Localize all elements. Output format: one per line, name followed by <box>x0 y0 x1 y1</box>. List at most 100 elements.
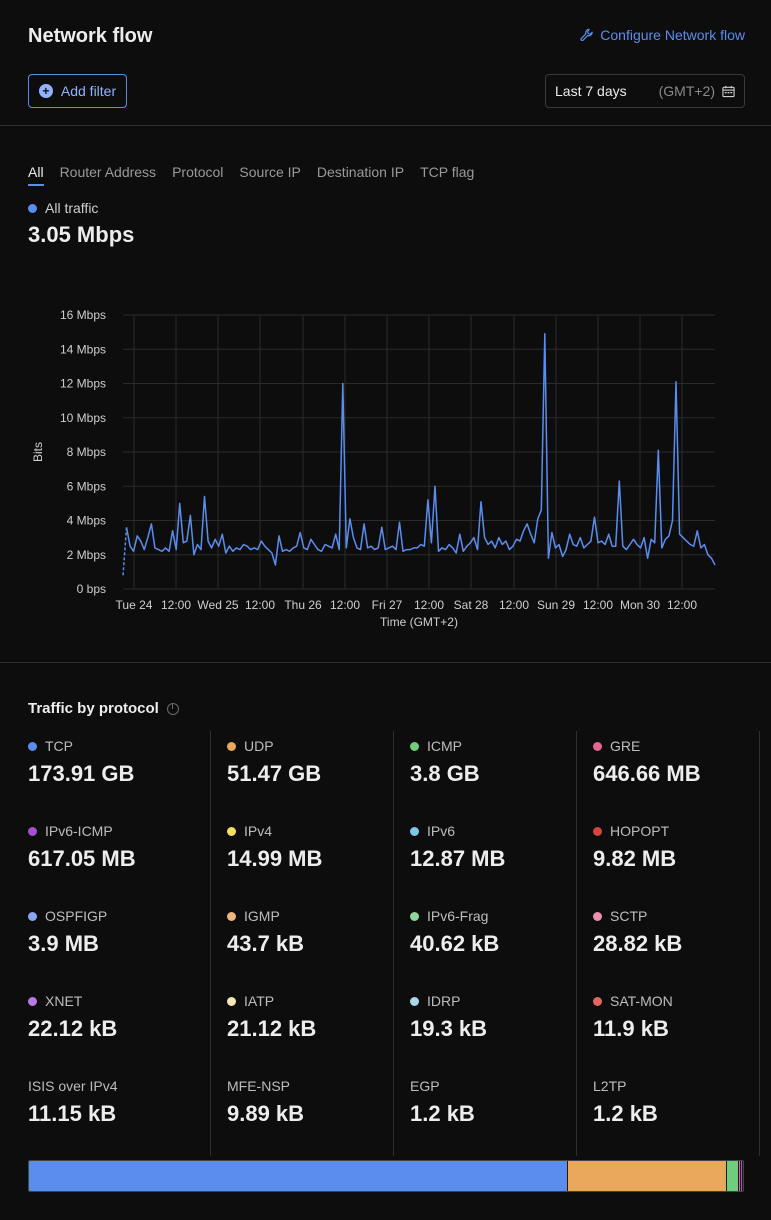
plus-circle-icon: + <box>38 84 53 98</box>
protocol-stat: IPv4 14.99 MB <box>211 816 394 901</box>
protocol-color-dot <box>28 911 37 921</box>
y-tick-label: 8 Mbps <box>67 445 106 459</box>
protocol-label: ICMP <box>410 738 576 754</box>
protocol-name: L2TP <box>593 1078 627 1094</box>
section-title-label: Traffic by protocol <box>28 700 159 717</box>
date-range-picker[interactable]: Last 7 days (GMT+2) <box>545 74 745 108</box>
calendar-icon <box>722 85 735 97</box>
protocol-label: HOPOPT <box>593 823 759 839</box>
protocol-color-dot <box>227 741 236 751</box>
protocol-share-segment[interactable] <box>727 1161 739 1191</box>
add-filter-button[interactable]: + Add filter <box>28 74 127 108</box>
protocol-stat: IPv6-ICMP 617.05 MB <box>28 816 211 901</box>
configure-network-flow-link[interactable]: Configure Network flow <box>580 27 745 43</box>
protocol-label: SCTP <box>593 908 759 924</box>
protocol-label: IPv6 <box>410 823 576 839</box>
x-tick-label: Wed 25 <box>197 598 238 612</box>
protocol-share-segment[interactable] <box>568 1161 728 1191</box>
protocol-color-dot <box>410 911 419 921</box>
protocol-label: IATP <box>227 993 393 1009</box>
protocol-value: 1.2 kB <box>410 1101 475 1126</box>
protocol-stat: SAT-MON 11.9 kB <box>577 986 760 1071</box>
protocol-name: ICMP <box>427 738 462 754</box>
tab-protocol[interactable]: Protocol <box>172 164 224 180</box>
protocol-color-dot <box>28 996 37 1006</box>
tab-router-address[interactable]: Router Address <box>59 164 157 180</box>
y-tick-label: 0 bps <box>77 582 106 596</box>
protocol-stat: XNET 22.12 kB <box>28 986 211 1071</box>
traffic-series-line <box>125 333 716 566</box>
protocol-stat: MFE-NSP 9.89 kB <box>211 1071 394 1156</box>
x-tick-label: 12:00 <box>330 598 360 612</box>
protocol-value: 646.66 MB <box>593 761 701 786</box>
protocol-color-dot <box>28 826 37 836</box>
total-traffic-value: 3.05 Mbps <box>28 222 135 247</box>
x-tick-label: 12:00 <box>499 598 529 612</box>
protocol-name: IPv6-ICMP <box>45 823 113 839</box>
protocol-share-segment[interactable] <box>29 1161 569 1191</box>
section-divider <box>0 662 771 663</box>
protocol-value: 21.12 kB <box>227 1016 317 1041</box>
protocol-name: IATP <box>244 993 275 1009</box>
protocol-stat: IATP 21.12 kB <box>211 986 394 1071</box>
protocol-value: 11.15 kB <box>28 1101 117 1126</box>
protocol-label: SAT-MON <box>593 993 759 1009</box>
protocol-label: EGP <box>410 1078 576 1094</box>
tab-all[interactable]: All <box>28 164 44 186</box>
protocol-name: OSPFIGP <box>45 908 108 924</box>
protocol-color-dot <box>593 826 602 836</box>
protocol-name: IGMP <box>244 908 280 924</box>
dimension-tabs: All Router Address Protocol Source IP De… <box>28 164 474 186</box>
x-tick-label: Thu 26 <box>284 598 322 612</box>
x-tick-label: Fri 27 <box>372 598 403 612</box>
protocol-stat: IPv6-Frag 40.62 kB <box>394 901 577 986</box>
tab-source-ip[interactable]: Source IP <box>239 164 301 180</box>
protocol-label: IPv4 <box>227 823 393 839</box>
protocol-label: IPv6-Frag <box>410 908 576 924</box>
protocol-value: 40.62 kB <box>410 931 500 956</box>
tab-tcp-flag[interactable]: TCP flag <box>420 164 475 180</box>
protocol-stat: TCP 173.91 GB <box>28 731 211 816</box>
x-tick-label: Mon 30 <box>620 598 660 612</box>
protocol-color-dot <box>28 741 37 751</box>
protocol-color-dot <box>227 911 236 921</box>
header: Network flow Configure Network flow + Ad… <box>0 0 771 126</box>
y-tick-label: 12 Mbps <box>60 377 106 391</box>
protocol-label: TCP <box>28 738 210 754</box>
protocol-label: IGMP <box>227 908 393 924</box>
date-range-value: Last 7 days <box>555 83 627 99</box>
protocol-value: 12.87 MB <box>410 846 506 871</box>
protocol-value: 173.91 GB <box>28 761 135 786</box>
protocol-value: 43.7 kB <box>227 931 305 956</box>
x-tick-label: Sat 28 <box>454 598 489 612</box>
protocol-grid: TCP 173.91 GB UDP 51.47 GB ICMP 3.8 GB GRE 646.… <box>28 731 760 1156</box>
pie-chart-icon[interactable] <box>166 702 179 715</box>
protocol-name: XNET <box>45 993 83 1009</box>
series-label: All traffic <box>45 200 99 216</box>
protocol-stat: OSPFIGP 3.9 MB <box>28 901 211 986</box>
x-axis-title: Time (GMT+2) <box>380 615 458 629</box>
traffic-by-protocol-title: Traffic by protocol <box>28 700 179 717</box>
protocol-label: MFE-NSP <box>227 1078 393 1094</box>
protocol-stat: L2TP 1.2 kB <box>577 1071 760 1156</box>
configure-link-label: Configure Network flow <box>600 27 745 43</box>
y-tick-label: 16 Mbps <box>60 308 106 322</box>
series-color-dot <box>28 203 37 213</box>
y-tick-label: 6 Mbps <box>67 479 106 493</box>
series-start-segment <box>122 527 128 576</box>
protocol-value: 28.82 kB <box>593 931 683 956</box>
protocol-value: 22.12 kB <box>28 1016 118 1041</box>
protocol-name: SAT-MON <box>610 993 673 1009</box>
protocol-share-segment[interactable] <box>738 1161 741 1191</box>
x-tick-label: 12:00 <box>583 598 613 612</box>
y-tick-label: 14 Mbps <box>60 342 106 356</box>
protocol-value: 3.9 MB <box>28 931 99 956</box>
y-tick-label: 4 Mbps <box>67 514 106 528</box>
tab-destination-ip[interactable]: Destination IP <box>316 164 405 180</box>
page-title: Network flow <box>28 25 153 47</box>
protocol-name: EGP <box>410 1078 440 1094</box>
protocol-name: SCTP <box>610 908 648 924</box>
protocol-color-dot <box>593 741 602 751</box>
protocol-stat: ISIS over IPv4 11.15 kB <box>28 1071 211 1156</box>
protocol-share-segment[interactable] <box>740 1161 743 1191</box>
